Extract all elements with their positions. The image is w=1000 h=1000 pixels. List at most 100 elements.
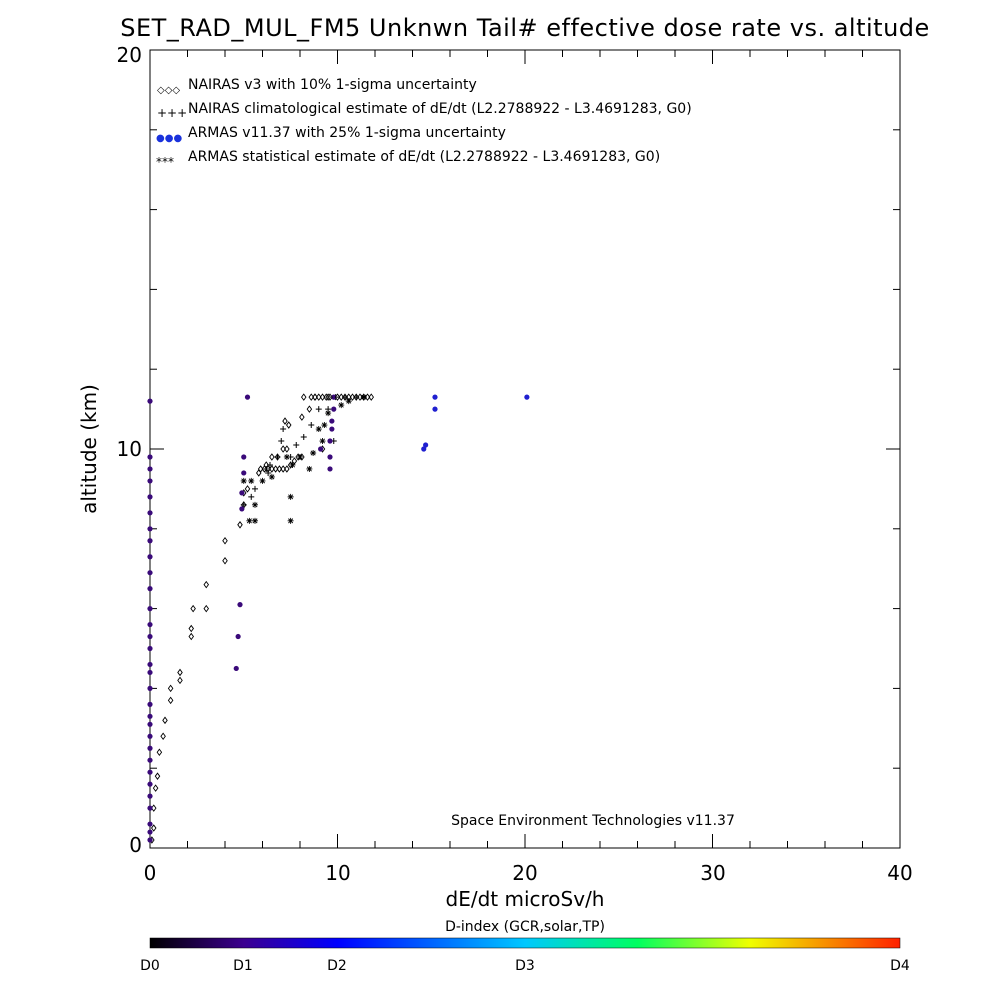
armas-star-point — [268, 473, 275, 480]
nairas-diamond-point — [265, 465, 271, 473]
nairas-plus-point — [278, 438, 285, 445]
legend-symbol-0: ◇◇◇ — [157, 85, 180, 96]
armas-star-point — [287, 493, 294, 500]
x-tick-label-30: 30 — [700, 861, 725, 885]
armas-star-point — [248, 477, 255, 484]
nairas-diamond-point — [285, 421, 292, 429]
nairas-plus-point — [315, 406, 322, 413]
nairas-diamond-point — [315, 393, 322, 401]
colorbar-title: D-index (GCR,solar,TP) — [445, 919, 605, 935]
armas-star-point — [283, 453, 290, 460]
armas-dot-point — [147, 829, 153, 835]
plot-frame — [149, 49, 901, 849]
nairas-diamond-point — [156, 748, 163, 757]
armas-dot-point — [327, 466, 333, 472]
nairas-diamond-point — [338, 393, 345, 401]
x-tick-label-40: 40 — [887, 861, 912, 885]
armas-star-point — [252, 501, 258, 508]
nairas-diamond-point — [222, 556, 228, 565]
nairas-plus-point — [300, 434, 307, 441]
armas-dot-point — [147, 510, 153, 516]
legend-label-0: NAIRAS v3 with 10% 1-sigma uncertainty — [188, 77, 477, 93]
data-points — [147, 393, 530, 844]
armas-star-point — [360, 394, 367, 401]
legend-symbol-1: +++ — [157, 106, 187, 120]
nairas-diamond-point — [154, 772, 161, 780]
credit-annotation: Space Environment Technologies v11.37 — [451, 813, 735, 829]
armas-dot-point — [147, 621, 153, 628]
nairas-plus-point — [252, 485, 258, 492]
nairas-diamond-point — [319, 393, 326, 401]
armas-dot-point — [241, 454, 247, 460]
nairas-diamond-point — [190, 604, 196, 613]
armas-dot-point — [147, 494, 153, 500]
armas-dot-point — [147, 661, 153, 668]
nairas-plus-point — [308, 422, 315, 429]
nairas-diamond-point — [299, 413, 305, 421]
nairas-diamond-point — [306, 405, 313, 413]
armas-dot-point — [147, 793, 153, 799]
armas-star-point — [338, 402, 345, 409]
nairas-diamond-point — [282, 417, 288, 425]
nairas-diamond-point — [150, 824, 157, 832]
armas-dot-point — [233, 665, 239, 672]
armas-star-point — [325, 410, 332, 417]
nairas-diamond-point — [177, 676, 183, 685]
armas-dot-point — [432, 406, 438, 412]
armas-dot-point — [147, 454, 153, 460]
nairas-diamond-point — [284, 465, 290, 473]
armas-star-point — [246, 517, 253, 524]
colorbar-label-d2: D2 — [327, 958, 347, 974]
armas-dot-point — [237, 602, 243, 608]
armas-dot-point — [147, 757, 153, 763]
armas-dot-point — [327, 438, 333, 444]
legend-symbol-3: *** — [156, 155, 174, 169]
nairas-diamond-point — [188, 624, 195, 633]
nairas-diamond-point — [334, 393, 341, 401]
armas-dot-point — [147, 398, 153, 404]
armas-dot-point — [147, 478, 153, 484]
armas-star-point — [306, 465, 313, 472]
armas-dot-point — [239, 506, 245, 512]
nairas-plus-point — [280, 426, 287, 433]
armas-dot-point — [244, 394, 251, 400]
nairas-plus-point — [274, 453, 281, 460]
armas-dot-point — [331, 394, 337, 400]
armas-dot-point — [147, 554, 153, 560]
nairas-diamond-point — [203, 580, 210, 589]
nairas-diamond-point — [276, 465, 283, 473]
legend-label-1: NAIRAS climatological estimate of dE/dt … — [188, 101, 692, 117]
nairas-diamond-point — [244, 485, 251, 493]
nairas-plus-point — [293, 442, 300, 449]
armas-dot-point — [327, 454, 333, 460]
armas-star-point — [315, 426, 322, 433]
armas-dot-point — [524, 394, 530, 400]
armas-dot-point — [147, 769, 153, 775]
armas-dot-point — [147, 466, 153, 472]
armas-dot-point — [147, 606, 153, 612]
armas-dot-point — [331, 406, 337, 412]
nairas-diamond-point — [280, 465, 286, 473]
y-tick-label-10: 10 — [117, 437, 142, 461]
armas-star-point — [287, 517, 294, 524]
armas-dot-point — [421, 446, 427, 452]
y-tick-label-20: 20 — [117, 43, 142, 67]
armas-dot-point — [147, 781, 153, 787]
nairas-diamond-point — [284, 445, 290, 453]
nairas-diamond-point — [323, 393, 330, 401]
y-tick-label-0: 0 — [129, 833, 142, 857]
armas-dot-point — [423, 442, 429, 448]
nairas-diamond-point — [237, 521, 243, 529]
legend-label-3: ARMAS statistical estimate of dE/dt (L2.… — [188, 149, 660, 165]
nairas-diamond-point — [368, 393, 375, 401]
armas-dot-point — [147, 685, 153, 692]
armas-dot-point — [318, 446, 324, 452]
x-axis-label: dE/dt microSv/h — [446, 887, 605, 911]
armas-star-point — [321, 422, 328, 429]
colorbar-label-d3: D3 — [515, 958, 535, 974]
nairas-diamond-point — [167, 696, 174, 705]
nairas-plus-point — [248, 493, 255, 500]
nairas-diamond-point — [152, 784, 159, 792]
x-tick-label-10: 10 — [325, 861, 350, 885]
